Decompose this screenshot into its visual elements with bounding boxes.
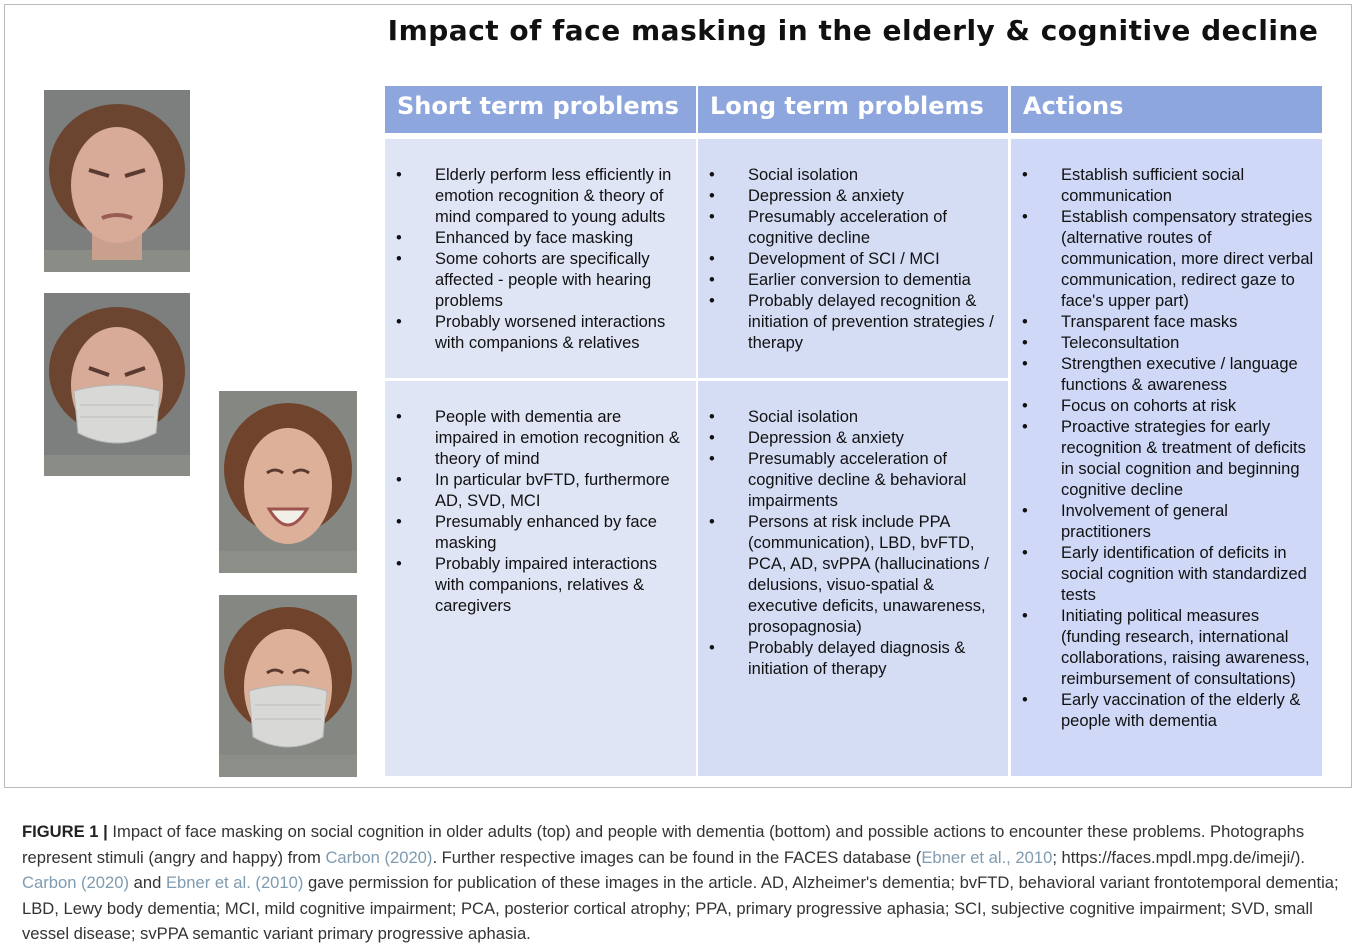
face-photo-angry-masked bbox=[44, 293, 190, 476]
face-photo-angry bbox=[44, 90, 190, 272]
caption-text: ; https://faces.mpdl.mpg.de/imeji/). bbox=[1052, 847, 1306, 867]
bullet-item: Teleconsultation bbox=[1011, 333, 1318, 354]
bullet-item: Presumably acceleration of cognitive dec… bbox=[698, 449, 1000, 512]
figure-title: Impact of face masking in the elderly & … bbox=[387, 14, 1319, 47]
citation-link[interactable]: Ebner et al., 2010 bbox=[921, 847, 1053, 867]
caption-text: . Further respective images can be found… bbox=[432, 847, 922, 867]
caption-text: gave permission for publication of these… bbox=[22, 873, 1339, 944]
bullet-item: Presumably acceleration of cognitive dec… bbox=[698, 207, 1000, 249]
bullet-item: Early vaccination of the elderly & peopl… bbox=[1011, 690, 1318, 732]
bullet-item: Initiating political measures (funding r… bbox=[1011, 606, 1318, 690]
bullet-item: Proactive strategies for early recogniti… bbox=[1011, 417, 1318, 501]
bullet-item: Some cohorts are specifically affected -… bbox=[385, 249, 688, 312]
bullet-item: Transparent face masks bbox=[1011, 312, 1318, 333]
table-cell: Social isolationDepression & anxietyPres… bbox=[698, 381, 1008, 776]
citation-link[interactable]: Carbon (2020) bbox=[325, 847, 433, 867]
bullet-list: Elderly perform less efficiently in emot… bbox=[385, 165, 688, 354]
caption-text: and bbox=[129, 873, 166, 893]
column-header: Actions bbox=[1011, 86, 1322, 133]
bullet-item: Probably impaired interactions with comp… bbox=[385, 554, 688, 617]
bullet-item: People with dementia are impaired in emo… bbox=[385, 407, 688, 470]
figure-frame bbox=[4, 4, 1352, 788]
table-cell: Social isolationDepression & anxietyPres… bbox=[698, 139, 1008, 378]
column-header: Short term problems bbox=[385, 86, 696, 133]
bullet-item: Focus on cohorts at risk bbox=[1011, 396, 1318, 417]
bullet-item: Establish compensatory strategies (alter… bbox=[1011, 207, 1318, 312]
bullet-item: Involvement of general practitioners bbox=[1011, 501, 1318, 543]
caption-text: Impact of face masking on social cogniti… bbox=[22, 822, 1305, 867]
bullet-list: People with dementia are impaired in emo… bbox=[385, 407, 688, 617]
bullet-item: Establish sufficient social communicatio… bbox=[1011, 165, 1318, 207]
citation-link[interactable]: Ebner et al. (2010) bbox=[165, 873, 304, 893]
table-cell: People with dementia are impaired in emo… bbox=[385, 381, 696, 776]
bullet-item: In particular bvFTD, furthermore AD, SVD… bbox=[385, 470, 688, 512]
bullet-item: Depression & anxiety bbox=[698, 186, 1000, 207]
figure-caption: FIGURE 1 | Impact of face masking on soc… bbox=[22, 819, 1342, 947]
bullet-item: Presumably enhanced by face masking bbox=[385, 512, 688, 554]
bullet-item: Probably worsened interactions with comp… bbox=[385, 312, 688, 354]
face-photo-happy-masked bbox=[219, 595, 357, 777]
bullet-item: Persons at risk include PPA (communicati… bbox=[698, 512, 1000, 638]
citation-link[interactable]: Carbon (2020) bbox=[22, 873, 130, 893]
bullet-list: Establish sufficient social communicatio… bbox=[1011, 165, 1318, 732]
bullet-item: Social isolation bbox=[698, 165, 1000, 186]
bullet-item: Elderly perform less efficiently in emot… bbox=[385, 165, 688, 228]
bullet-item: Development of SCI / MCI bbox=[698, 249, 1000, 270]
bullet-item: Early identification of deficits in soci… bbox=[1011, 543, 1318, 606]
bullet-item: Social isolation bbox=[698, 407, 1000, 428]
column-header: Long term problems bbox=[698, 86, 1008, 133]
bullet-item: Strengthen executive / language function… bbox=[1011, 354, 1318, 396]
bullet-list: Social isolationDepression & anxietyPres… bbox=[698, 407, 1000, 680]
bullet-item: Depression & anxiety bbox=[698, 428, 1000, 449]
bullet-item: Earlier conversion to dementia bbox=[698, 270, 1000, 291]
bullet-item: Enhanced by face masking bbox=[385, 228, 688, 249]
bullet-item: Probably delayed recognition & initiatio… bbox=[698, 291, 1000, 354]
bullet-item: Probably delayed diagnosis & initiation … bbox=[698, 638, 1000, 680]
bullet-list: Social isolationDepression & anxietyPres… bbox=[698, 165, 1000, 354]
caption-label: FIGURE 1 | bbox=[22, 822, 108, 841]
table-cell: Establish sufficient social communicatio… bbox=[1011, 139, 1322, 776]
face-photo-happy bbox=[219, 391, 357, 573]
table-cell: Elderly perform less efficiently in emot… bbox=[385, 139, 696, 378]
